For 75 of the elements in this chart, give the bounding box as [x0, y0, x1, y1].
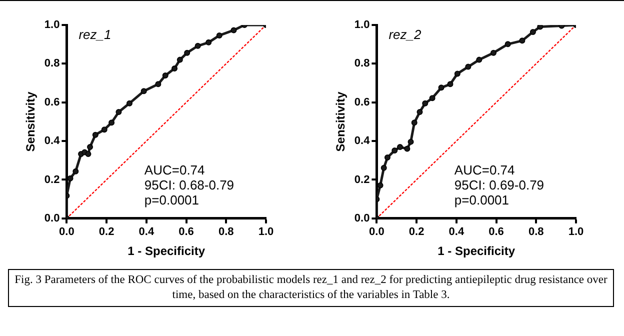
point [429, 95, 436, 102]
point [476, 56, 482, 63]
point [85, 151, 92, 157]
point [397, 144, 404, 150]
point [230, 27, 237, 34]
x-tick-label: 0.4 [448, 226, 465, 238]
point [92, 132, 98, 138]
point [140, 88, 147, 94]
point [408, 138, 414, 145]
point [101, 126, 108, 133]
point [194, 42, 201, 49]
x-tick-label: 0.4 [138, 226, 155, 238]
point [184, 50, 190, 56]
y-axis-title: Sensitivity [24, 91, 38, 152]
chart-title: rez_2 [388, 27, 422, 42]
point [72, 168, 79, 174]
point [384, 154, 390, 160]
point [519, 38, 526, 44]
point [87, 144, 94, 150]
point [447, 81, 454, 88]
y-tick-label: 0.8 [354, 58, 370, 70]
point [162, 72, 168, 78]
y-tick-label: 0.0 [354, 212, 370, 224]
point [216, 32, 222, 38]
point [530, 28, 536, 35]
point [116, 109, 122, 116]
y-tick-label: 0.4 [354, 135, 371, 148]
y-tick-label: 1.0 [354, 19, 370, 32]
y-tick-label: 0.0 [44, 212, 60, 224]
point [108, 120, 115, 126]
point [422, 100, 428, 106]
annotation: AUC=0.74 [454, 162, 515, 178]
x-axis-title: 1 - Specificity [128, 244, 206, 258]
annotation: 95CI: 0.69-0.79 [454, 177, 544, 192]
x-tick-label: 0.2 [98, 226, 114, 238]
point [504, 41, 511, 48]
y-tick-label: 0.8 [44, 58, 60, 70]
y-tick-label: 0.2 [44, 174, 60, 186]
point [411, 120, 418, 126]
y-axis-title: Sensitivity [334, 91, 348, 152]
x-tick-label: 0.6 [488, 226, 504, 238]
point [392, 148, 398, 154]
x-tick-label: 0.8 [218, 226, 234, 238]
annotation: AUC=0.74 [144, 162, 205, 178]
x-tick-label: 1.0 [258, 226, 274, 238]
caption: Fig. 3 Parameters of the ROC curves of the probabilistic models rez_1 and rez_2 for predicting antiepileptic drug resistance over time, based on the characteristics of the variables in Table 3. [8, 269, 614, 307]
point [404, 146, 410, 152]
x-tick-label: 0.2 [408, 226, 424, 238]
x-tick-label: 0.6 [178, 226, 194, 238]
x-tick-label: 0.0 [59, 226, 74, 238]
point [537, 25, 544, 30]
point [206, 39, 212, 46]
y-tick-label: 0.2 [354, 174, 370, 186]
point [465, 64, 472, 70]
y-tick-label: 1.0 [44, 19, 60, 32]
point [126, 100, 132, 106]
x-tick-label: 0.8 [528, 226, 544, 238]
point [490, 50, 496, 56]
point [454, 70, 460, 77]
point [172, 66, 178, 72]
point [416, 109, 423, 116]
point [380, 164, 387, 171]
y-tick-label: 0.6 [44, 96, 60, 108]
point [155, 81, 162, 88]
y-tick-label: 0.6 [354, 96, 370, 108]
annotation: 95CI: 0.68-0.79 [144, 177, 234, 192]
annotation: p=0.0001 [144, 192, 200, 208]
point [176, 56, 183, 63]
annotation: p=0.0001 [454, 192, 510, 208]
x-tick-label: 0.0 [369, 226, 384, 238]
x-axis-title: 1 - Specificity [438, 244, 516, 258]
y-tick-label: 0.4 [44, 135, 61, 148]
x-tick-label: 1.0 [568, 226, 584, 238]
chart-title: rez_1 [78, 27, 112, 42]
point [438, 84, 444, 91]
